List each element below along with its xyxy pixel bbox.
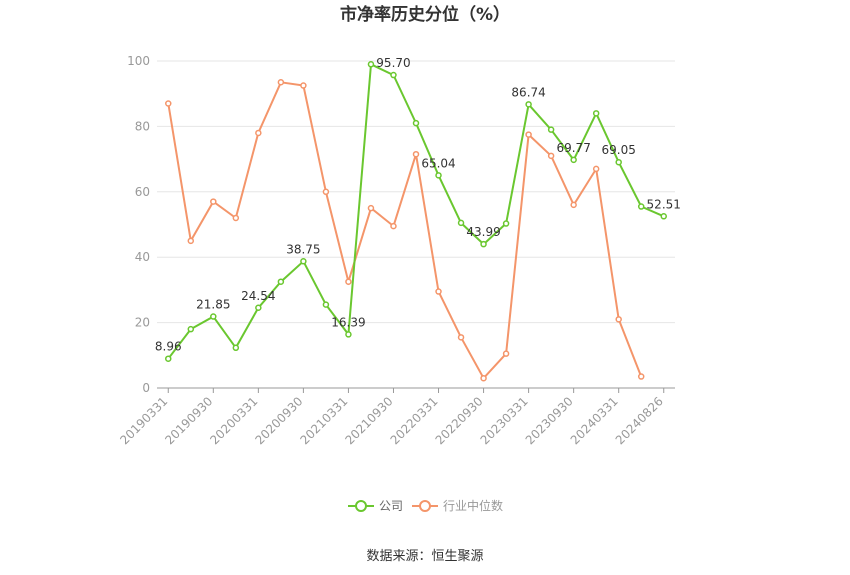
data-point[interactable] [345,278,352,285]
data-label: 38.75 [286,242,320,256]
data-point[interactable] [390,222,397,230]
series-line-industry [167,81,643,380]
y-axis: 0 20 40 60 80 100 [127,54,150,395]
data-point[interactable] [435,172,442,179]
data-label: 21.85 [196,298,230,312]
legend-label-industry: 行业中位数 [443,498,503,513]
data-point[interactable] [502,220,510,227]
x-tick-label: 20190331 [117,394,170,447]
data-point[interactable] [345,331,352,338]
data-point[interactable] [547,152,555,160]
data-point[interactable] [412,119,420,127]
series-industry [165,79,645,382]
x-tick-label: 20190930 [162,394,215,447]
data-labels: 8.96 21.85 24.54 38.75 16.39 95.70 65.04 43.99 8… [155,56,681,354]
data-point[interactable] [255,129,262,137]
x-tick-label: 20220331 [388,394,441,447]
data-point[interactable] [457,219,465,227]
data-point[interactable] [390,71,397,79]
x-tick-label: 20230331 [478,394,531,447]
data-label: 95.70 [376,56,410,70]
data-label: 24.54 [241,289,275,303]
data-point[interactable] [480,240,487,248]
data-label: 69.05 [602,143,636,157]
data-point[interactable] [435,288,442,295]
data-point[interactable] [187,237,195,245]
data-point[interactable] [255,304,262,312]
x-tick-label: 20220930 [433,394,486,447]
data-point[interactable] [300,258,307,265]
x-tick-label: 20200331 [207,394,260,447]
x-axis: 2019033120190930202003312020093020210331… [117,387,675,447]
data-label: 65.04 [421,156,455,170]
data-point[interactable] [232,344,240,352]
y-tick-label: 100 [127,54,150,68]
data-label: 8.96 [155,340,182,354]
data-point[interactable] [232,214,240,222]
data-source: 数据来源：恒生聚源 [366,549,483,564]
legend-item-company[interactable]: 公司 [348,499,403,513]
series-company [165,61,667,362]
y-tick-label: 60 [135,185,150,199]
x-tick-label: 20210331 [297,394,350,447]
data-point[interactable] [187,325,195,333]
y-tick-label: 0 [142,381,150,395]
data-point[interactable] [165,355,172,362]
x-tick-label: 20230930 [523,394,576,447]
data-point[interactable] [457,334,465,341]
data-label: 69.77 [556,141,590,155]
data-point[interactable] [480,374,487,382]
data-point[interactable] [525,131,532,138]
x-tick-label: 20240331 [568,394,621,447]
data-label: 52.51 [647,197,681,211]
data-point[interactable] [277,278,285,285]
legend-item-industry[interactable]: 行业中位数 [412,498,503,513]
data-point[interactable] [570,156,577,164]
data-point[interactable] [210,313,217,320]
legend-label-company: 公司 [379,499,403,513]
data-point[interactable] [277,79,285,86]
data-point[interactable] [592,165,600,173]
data-point[interactable] [660,213,667,220]
data-point[interactable] [502,350,510,357]
series-layer [165,61,667,382]
data-point[interactable] [322,188,330,196]
data-point[interactable] [570,201,577,209]
data-point[interactable] [367,204,375,212]
x-tick-label: 20240826 [613,394,666,447]
grid-lines [157,60,675,324]
data-point[interactable] [547,126,555,133]
data-point[interactable] [367,61,375,68]
legend-marker-industry [419,500,431,512]
data-point[interactable] [210,198,217,205]
x-tick-label: 20200930 [252,394,305,447]
data-label: 86.74 [511,85,545,99]
legend-marker-company [355,500,367,512]
legend: 公司 行业中位数 [348,498,503,513]
data-point[interactable] [322,301,330,308]
series-line-company [167,62,665,360]
data-point[interactable] [615,158,622,166]
data-point[interactable] [637,373,645,380]
data-point[interactable] [637,203,645,210]
data-point[interactable] [412,150,420,158]
data-point[interactable] [525,101,532,108]
data-label: 43.99 [466,225,500,239]
x-tick-label: 20210930 [343,394,396,447]
data-label: 16.39 [331,315,365,329]
y-tick-label: 20 [135,316,150,330]
data-point[interactable] [615,316,622,323]
chart-title: 市净率历史分位（%） [340,4,510,25]
data-point[interactable] [592,110,600,117]
data-point[interactable] [300,82,307,89]
y-tick-label: 80 [135,119,150,133]
data-point[interactable] [165,100,172,107]
y-tick-label: 40 [135,250,150,264]
